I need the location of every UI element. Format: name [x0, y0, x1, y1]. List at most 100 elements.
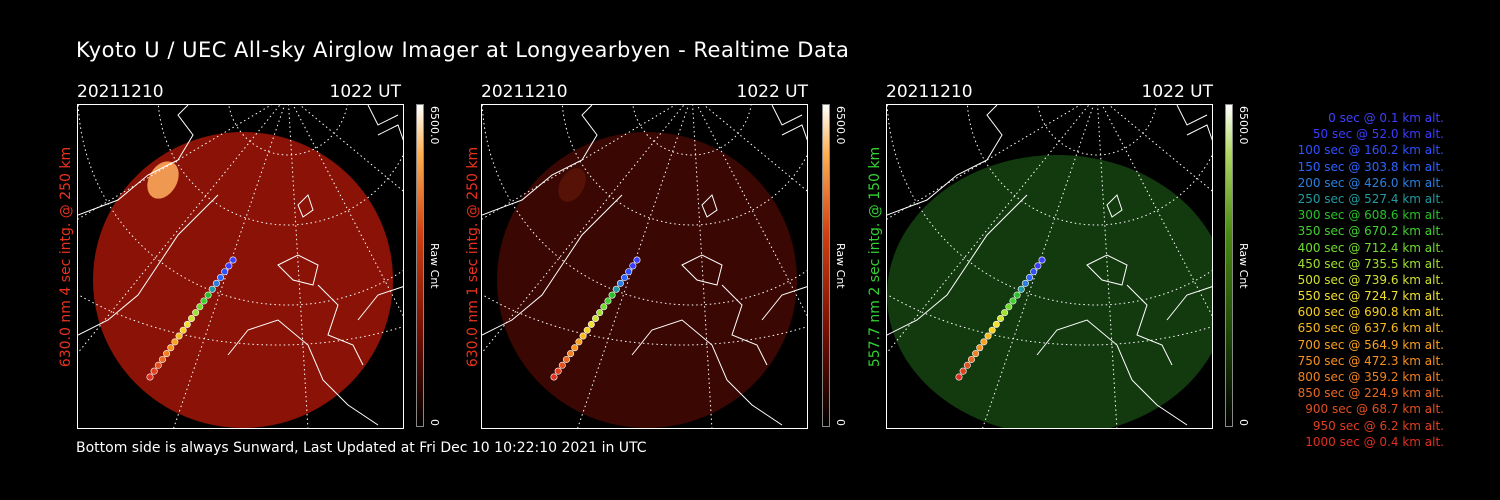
legend-entry: 0 sec @ 0.1 km alt. — [1328, 111, 1444, 125]
trajectory-point — [146, 373, 154, 381]
grid-meridian — [173, 105, 286, 428]
trajectory-point — [959, 367, 967, 375]
grid-meridian — [887, 105, 1082, 220]
trajectory-point — [583, 326, 591, 334]
trajectory-point — [183, 320, 191, 328]
trajectory-legend: 0 sec @ 0.1 km alt. 50 sec @ 52.0 km alt.… — [1262, 110, 1444, 450]
panel-1-time: 1022 UT — [329, 82, 402, 102]
grid-meridian — [482, 105, 677, 220]
airglow-disk — [887, 155, 1212, 428]
trajectory-point — [629, 262, 637, 270]
legend-entry: 100 sec @ 160.2 km alt. — [1297, 143, 1444, 158]
trajectory-point — [608, 291, 616, 299]
trajectory-point — [1030, 268, 1038, 276]
panel-1-date: 20211210 — [77, 82, 164, 102]
trajectory-point — [150, 367, 158, 375]
coastline — [78, 105, 219, 336]
trajectory-point — [158, 355, 166, 363]
trajectory-point — [571, 344, 579, 352]
legend-entry: 1000 sec @ 0.4 km alt. — [1305, 434, 1444, 449]
trajectory-point — [554, 367, 562, 375]
trajectory-point — [616, 279, 624, 287]
legend-entry: 350 sec @ 670.2 km alt. — [1297, 224, 1444, 239]
panel-3: 20211210 1022 UT — [886, 82, 1246, 432]
trajectory-point — [1038, 256, 1046, 264]
grid-meridian — [577, 105, 690, 428]
trajectory-point — [1013, 291, 1021, 299]
legend-entry: 500 sec @ 739.6 km alt. — [1297, 272, 1444, 287]
page-title: Kyoto U / UEC All-sky Airglow Imager at … — [76, 38, 850, 62]
legend-entry: 550 sec @ 724.7 km alt. — [1297, 289, 1444, 304]
trajectory-point — [1001, 309, 1009, 317]
trajectory-point — [980, 338, 988, 346]
legend-entry: 650 sec @ 637.6 km alt. — [1297, 321, 1444, 336]
panel-1-side-label: 630.0 nm 4 sec intg. @ 250 km — [58, 146, 74, 368]
grid-circle — [482, 105, 807, 306]
grid-circle — [887, 105, 1212, 306]
panel-2-cbar-unit: Raw Cnt — [834, 243, 847, 289]
panel-1-cbar-unit: Raw Cnt — [428, 243, 441, 289]
trajectory-point — [575, 338, 583, 346]
trajectory-point — [192, 309, 200, 317]
legend-entry: 750 sec @ 472.3 km alt. — [1297, 353, 1444, 368]
grid-meridian — [292, 105, 403, 317]
coastline — [227, 284, 403, 426]
trajectory-point — [592, 315, 600, 323]
coastline — [277, 105, 403, 286]
grid-meridian — [1101, 105, 1212, 317]
coastline — [681, 105, 807, 286]
grid-meridian — [692, 105, 713, 428]
panel-1-cbar-min: 0 — [428, 419, 441, 426]
panel-3-date: 20211210 — [886, 82, 973, 102]
legend-entry: 400 sec @ 712.4 km alt. — [1297, 240, 1444, 255]
airglow-disk — [497, 132, 797, 428]
aurora-patch — [147, 161, 179, 199]
trajectory-point — [196, 303, 204, 311]
panel-2-date: 20211210 — [481, 82, 568, 102]
panel-2-cbar-min: 0 — [834, 419, 847, 426]
panel-1: 20211210 1022 UT — [77, 82, 437, 432]
panel-3-cbar-max: 6500.0 — [1237, 106, 1250, 145]
panel-3-colorbar — [1225, 104, 1233, 427]
trajectory-point — [225, 262, 233, 270]
panel-1-colorbar — [416, 104, 424, 427]
trajectory-point — [171, 338, 179, 346]
trajectory-point — [175, 332, 183, 340]
trajectory-point — [596, 309, 604, 317]
legend-entry: 300 sec @ 608.6 km alt. — [1297, 208, 1444, 223]
trajectory-point — [612, 285, 620, 293]
trajectory-point — [579, 332, 587, 340]
trajectory-point — [600, 303, 608, 311]
grid-meridian — [1097, 105, 1118, 428]
trajectory-point — [625, 268, 633, 276]
legend-entry: 250 sec @ 527.4 km alt. — [1297, 191, 1444, 206]
panel-1-cbar-max: 6500.0 — [428, 106, 441, 145]
panel-3-time: 1022 UT — [1141, 82, 1214, 102]
grid-circle — [78, 105, 403, 306]
panel-2-colorbar — [822, 104, 830, 427]
trajectory-point — [967, 355, 975, 363]
trajectory-point — [955, 373, 963, 381]
trajectory-point — [200, 297, 208, 305]
trajectory-point — [1034, 262, 1042, 270]
trajectory-point — [167, 344, 175, 352]
panel-3-cbar-min: 0 — [1237, 419, 1250, 426]
footer-note: Bottom side is always Sunward, Last Upda… — [76, 440, 647, 456]
trajectory-point — [976, 344, 984, 352]
panel-2-cbar-max: 6500.0 — [834, 106, 847, 145]
trajectory-point — [633, 256, 641, 264]
trajectory-point — [550, 373, 558, 381]
trajectory-point — [587, 320, 595, 328]
legend-entry: 50 sec @ 52.0 km alt. — [1312, 127, 1444, 142]
grid-meridian — [288, 105, 309, 428]
trajectory-point — [221, 268, 229, 276]
panel-3-side-label: 557.7 nm 2 sec intg. @ 150 km — [867, 146, 883, 368]
trajectory-point — [217, 274, 225, 282]
coastline — [1036, 284, 1212, 426]
trajectory-point — [567, 350, 575, 358]
coastline — [1086, 105, 1212, 286]
legend-entry: 950 sec @ 6.2 km alt. — [1312, 418, 1444, 433]
trajectory-point — [621, 274, 629, 282]
trajectory-point — [229, 256, 237, 264]
trajectory-point — [1021, 279, 1029, 287]
